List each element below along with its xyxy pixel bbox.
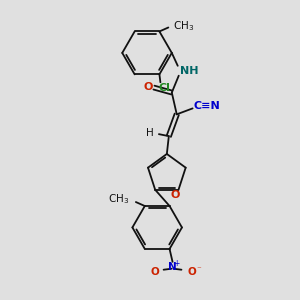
Text: Cl: Cl xyxy=(158,83,170,93)
Text: O: O xyxy=(150,267,159,277)
Text: N: N xyxy=(168,262,177,272)
Text: ⁻: ⁻ xyxy=(196,265,201,274)
Text: O: O xyxy=(171,190,180,200)
Text: O: O xyxy=(143,82,153,92)
Text: CH$_3$: CH$_3$ xyxy=(173,20,194,33)
Text: NH: NH xyxy=(180,66,198,76)
Text: H: H xyxy=(146,128,154,138)
Text: O: O xyxy=(188,267,197,277)
Text: +: + xyxy=(173,259,180,268)
Text: C≡N: C≡N xyxy=(193,101,220,111)
Text: CH$_3$: CH$_3$ xyxy=(108,192,129,206)
